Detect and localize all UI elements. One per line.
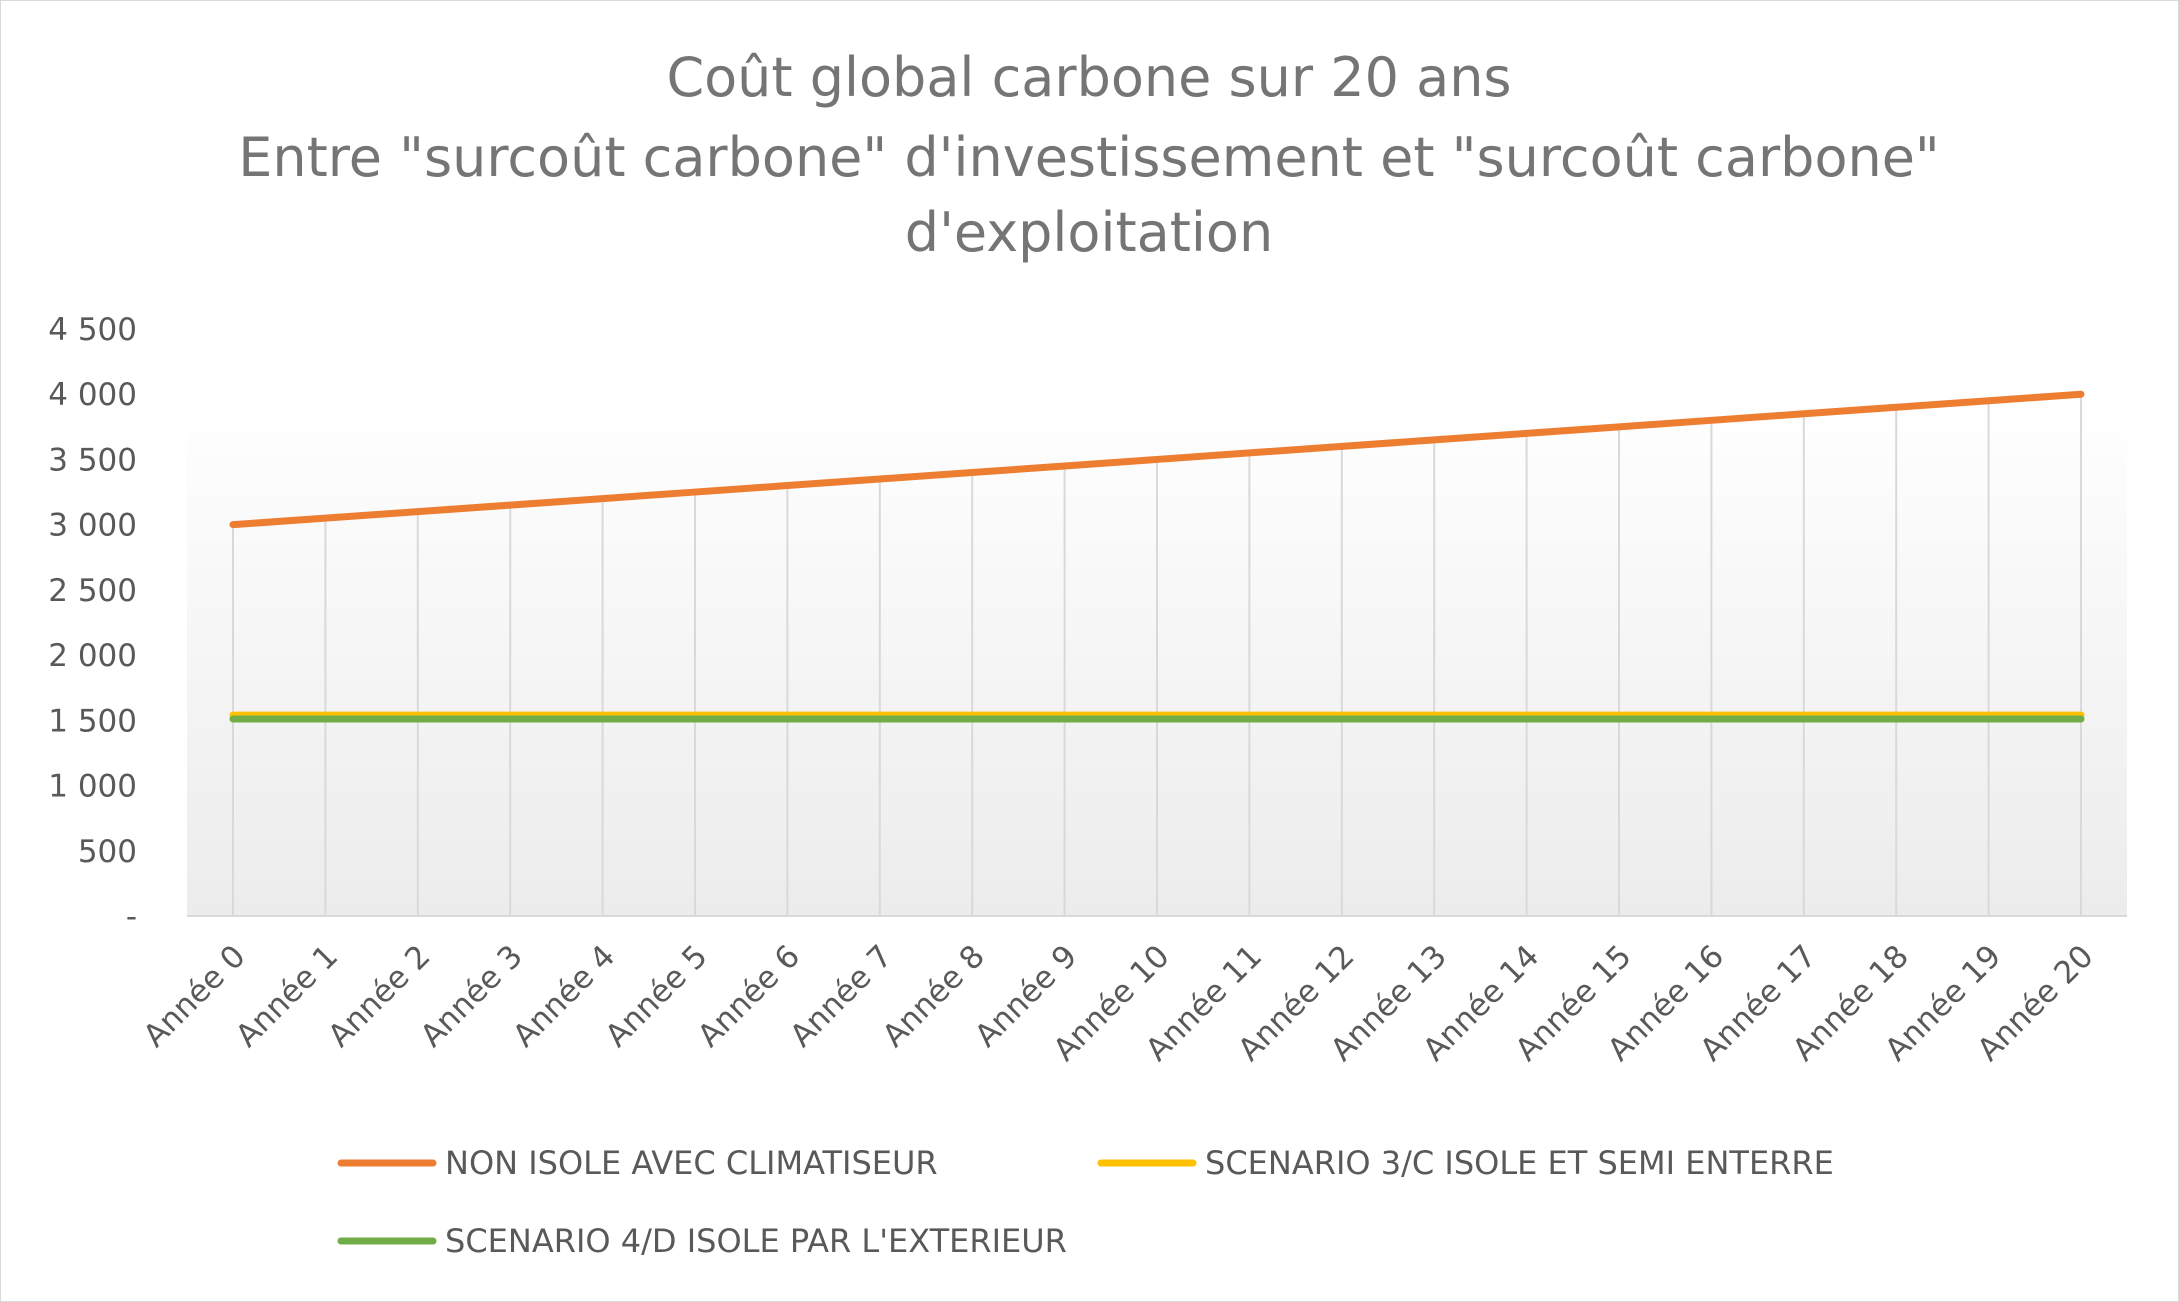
legend-item-1: NON ISOLE AVEC CLIMATISEUR bbox=[337, 1144, 938, 1182]
chart-title: Coût global carbone sur 20 ans Entre "su… bbox=[238, 46, 1940, 264]
legend-label: SCENARIO 4/D ISOLE PAR L'EXTERIEUR bbox=[445, 1222, 1067, 1260]
legend-item-3: SCENARIO 4/D ISOLE PAR L'EXTERIEUR bbox=[337, 1222, 1067, 1260]
legend-label: NON ISOLE AVEC CLIMATISEUR bbox=[445, 1144, 938, 1182]
x-tick-label: Année 8 bbox=[876, 938, 992, 1054]
x-tick-label: Année 7 bbox=[783, 938, 899, 1054]
legend-item-2: SCENARIO 3/C ISOLE ET SEMI ENTERRE bbox=[1097, 1144, 1834, 1182]
x-tick-label: Année 3 bbox=[414, 938, 530, 1054]
chart-title-line-1: Coût global carbone sur 20 ans bbox=[666, 46, 1511, 109]
legend: NON ISOLE AVEC CLIMATISEUR SCENARIO 3/C I… bbox=[337, 1144, 1834, 1260]
y-axis-ticks: - 500 1 000 1 500 2 000 2 500 3 000 3 500 4 000 4… bbox=[48, 312, 137, 935]
y-tick-label: - bbox=[126, 899, 137, 935]
series-lines bbox=[229, 390, 2085, 723]
y-tick-label: 2 500 bbox=[48, 573, 137, 609]
x-tick-label: Année 0 bbox=[137, 938, 253, 1054]
legend-label: SCENARIO 3/C ISOLE ET SEMI ENTERRE bbox=[1205, 1144, 1834, 1182]
series-line-1 bbox=[229, 390, 2085, 529]
x-tick-label: Année 5 bbox=[599, 938, 715, 1054]
y-tick-label: 4 000 bbox=[48, 377, 137, 413]
chart-title-line-2: Entre "surcoût carbone" d'investissement… bbox=[238, 126, 1940, 189]
y-tick-label: 500 bbox=[78, 834, 137, 870]
chart-title-line-3: d'exploitation bbox=[905, 201, 1273, 264]
x-tick-label: Année 6 bbox=[691, 938, 807, 1054]
y-tick-label: 1 000 bbox=[48, 769, 137, 805]
y-tick-label: 4 500 bbox=[48, 312, 137, 348]
y-tick-label: 2 000 bbox=[48, 638, 137, 674]
x-tick-label: Année 4 bbox=[506, 938, 622, 1054]
x-tick-label: Année 1 bbox=[229, 938, 345, 1054]
y-tick-label: 3 500 bbox=[48, 442, 137, 478]
gridlines bbox=[232, 394, 2082, 916]
y-tick-label: 1 500 bbox=[48, 703, 137, 739]
x-tick-label: Année 2 bbox=[321, 938, 437, 1054]
y-tick-label: 3 000 bbox=[48, 508, 137, 544]
